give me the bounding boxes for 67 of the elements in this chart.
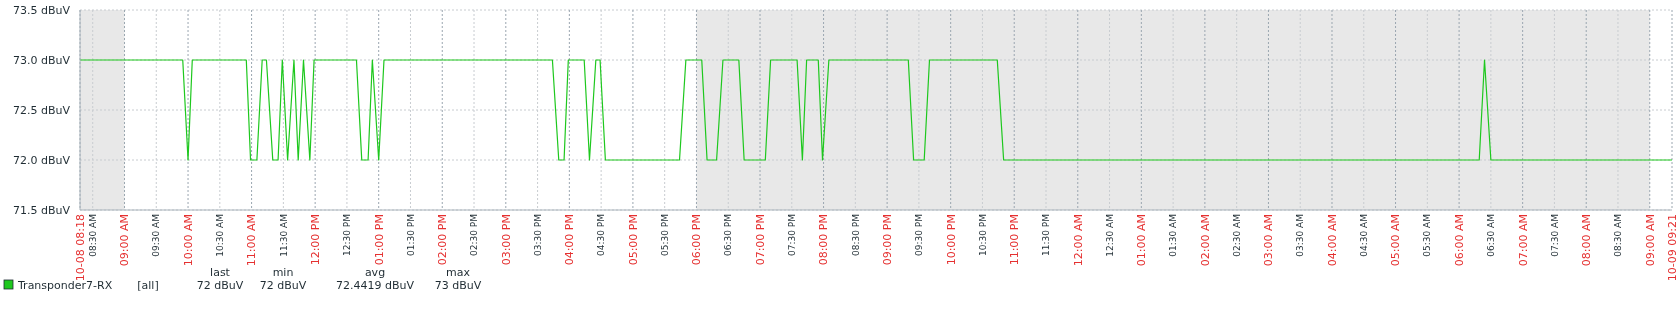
text: avg <box>364 266 386 279</box>
x-tick-label: 12:30 PM <box>342 214 353 256</box>
x-tick-label: 12:30 AM <box>1104 214 1115 257</box>
x-tick-label: 01:00 AM <box>1135 214 1149 267</box>
x-tick-label: 10-08 08:18 <box>73 214 87 282</box>
text: max <box>446 266 471 279</box>
text: 72 dBuV <box>259 279 307 292</box>
x-tick-label: 04:00 AM <box>1325 214 1339 267</box>
x-tick-label: 07:00 AM <box>1516 214 1530 267</box>
x-tick-label: 06:30 PM <box>723 214 734 256</box>
x-tick-label: 11:30 PM <box>1041 214 1052 256</box>
text: last <box>210 266 231 279</box>
x-tick-label: 08:30 AM <box>87 214 98 257</box>
x-tick-label: 04:00 PM <box>563 214 577 266</box>
x-tick-label: 08:30 AM <box>1613 214 1624 257</box>
x-tick-label: 01:30 AM <box>1168 214 1179 257</box>
x-tick-label: 07:30 PM <box>786 214 797 256</box>
x-tick-label: 10:30 AM <box>214 214 225 257</box>
y-tick-label: 71.5 dBuV <box>12 203 71 217</box>
x-tick-label: 01:00 PM <box>372 214 386 266</box>
x-tick-label: 05:30 PM <box>659 214 670 256</box>
y-tick-label: 72.5 dBuV <box>12 103 71 117</box>
x-tick-label: 10:00 PM <box>944 214 958 266</box>
x-tick-label: 03:00 PM <box>499 214 513 266</box>
x-tick-label: 08:00 PM <box>817 214 831 266</box>
x-tick-label: 07:00 PM <box>753 214 767 266</box>
x-tick-label: 09:00 AM <box>1643 214 1657 267</box>
x-tick-label: 03:00 AM <box>1262 214 1276 267</box>
x-tick-label: 12:00 AM <box>1071 214 1085 267</box>
x-tick-label: 06:30 AM <box>1486 214 1497 257</box>
x-tick-label: 05:00 PM <box>626 214 640 266</box>
x-tick-label: 02:00 PM <box>436 214 450 266</box>
x-tick-label: 09:30 PM <box>914 214 925 256</box>
x-tick-label: 04:30 AM <box>1358 214 1369 257</box>
legend-label: Transponder7-RX <box>17 279 113 292</box>
x-tick-label: 07:30 AM <box>1549 214 1560 257</box>
x-tick-label: 11:00 AM <box>245 214 259 267</box>
text: min <box>272 266 294 279</box>
x-tick-label: 02:00 AM <box>1198 214 1212 267</box>
x-tick-label: 06:00 PM <box>690 214 704 266</box>
x-tick-label: 10-09 09:21 <box>1665 214 1679 282</box>
x-tick-label: 11:30 AM <box>278 214 289 257</box>
x-tick-label: 11:00 PM <box>1008 214 1022 266</box>
text: 72 dBuV <box>196 279 244 292</box>
x-tick-label: 03:30 AM <box>1295 214 1306 257</box>
text: 72.4419 dBuV <box>335 279 415 292</box>
x-tick-label: 04:30 PM <box>596 214 607 256</box>
x-tick-label: 09:30 AM <box>151 214 162 257</box>
x-tick-label: 09:00 PM <box>880 214 894 266</box>
x-tick-label: 05:30 AM <box>1422 214 1433 257</box>
text: [all] <box>137 279 159 292</box>
y-tick-label: 72.0 dBuV <box>12 153 71 167</box>
x-tick-label: 08:30 PM <box>850 214 861 256</box>
x-tick-label: 10:00 AM <box>181 214 195 267</box>
x-tick-label: 02:30 AM <box>1231 214 1242 257</box>
y-tick-label: 73.0 dBuV <box>12 53 71 67</box>
x-tick-label: 10:30 PM <box>977 214 988 256</box>
x-tick-label: 12:00 PM <box>309 214 322 266</box>
x-tick-label: 03:30 PM <box>532 214 543 256</box>
x-tick-label: 08:00 AM <box>1580 214 1594 267</box>
x-tick-label: 09:00 AM <box>118 214 132 267</box>
y-tick-label: 73.5 dBuV <box>12 3 71 17</box>
x-tick-label: 01:30 PM <box>405 214 416 256</box>
x-tick-label: 06:00 AM <box>1452 214 1466 267</box>
text: 73 dBuV <box>434 279 482 292</box>
x-tick-label: 05:00 AM <box>1389 214 1403 267</box>
x-tick-label: 02:30 PM <box>469 214 480 256</box>
